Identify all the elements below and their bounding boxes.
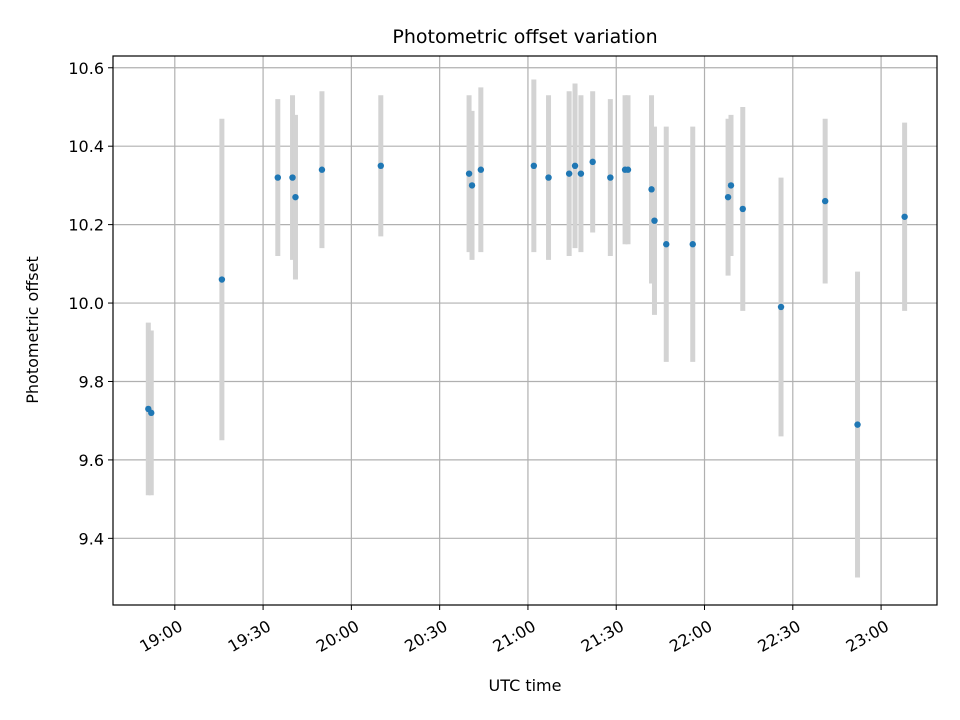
data-point [624, 166, 632, 173]
grid-lines [113, 56, 937, 605]
data-point [318, 166, 326, 173]
data-point [377, 162, 384, 169]
y-axis-label: Photometric offset [23, 256, 42, 404]
data-points [145, 158, 908, 428]
data-point [648, 186, 655, 193]
data-point [854, 421, 861, 428]
data-point [727, 182, 735, 189]
data-point [577, 170, 585, 177]
data-point [477, 166, 485, 173]
data-point [821, 197, 829, 205]
y-tick-label: 10.0 [68, 294, 104, 313]
data-point [607, 174, 614, 181]
data-point [777, 303, 785, 311]
data-point [292, 193, 299, 201]
y-tick-label: 9.4 [79, 529, 104, 548]
y-tick-label: 10.4 [68, 137, 104, 156]
x-axis-label: UTC time [489, 676, 562, 695]
y-tick-label: 10.2 [68, 216, 104, 235]
data-point [689, 241, 696, 248]
y-tick-label: 9.6 [79, 451, 104, 470]
data-point [289, 174, 296, 181]
data-point [663, 241, 670, 248]
y-tick-label: 9.8 [79, 372, 104, 391]
plot-frame [112, 55, 938, 606]
y-axis-ticks: 9.4 9.6 9.8 10.0 10.2 10.4 10.6 [68, 59, 113, 548]
data-point [218, 276, 226, 283]
data-point [148, 409, 155, 417]
data-point [589, 158, 596, 166]
data-point [651, 217, 658, 224]
data-point [465, 170, 473, 177]
data-point [571, 162, 579, 169]
chart-title: Photometric offset variation [392, 26, 657, 48]
data-point [901, 213, 908, 220]
data-point [530, 162, 538, 169]
plot-area [113, 56, 937, 605]
data-point [274, 174, 281, 181]
data-point [724, 193, 732, 201]
data-point [739, 205, 746, 213]
data-point [545, 174, 552, 181]
y-tick-label: 10.6 [68, 59, 104, 78]
data-point [468, 182, 476, 189]
data-point [565, 170, 573, 177]
